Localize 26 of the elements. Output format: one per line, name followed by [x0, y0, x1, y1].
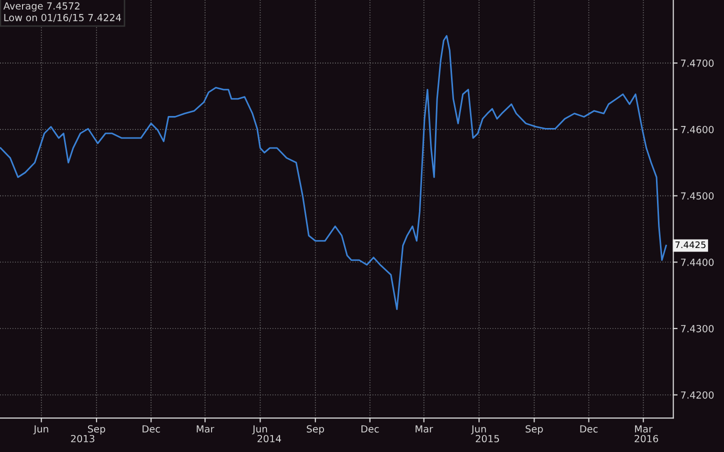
y-tick-label: 7.4200 [681, 391, 714, 399]
x-tick-label: Sep [306, 425, 324, 434]
y-tick-label: 7.4500 [681, 192, 714, 200]
x-tick-label: Mar [196, 425, 214, 433]
x-tick-label: Sep [88, 425, 106, 434]
x2-tick-label: 2015 [476, 434, 499, 442]
y-tick-label: 7.4400 [681, 258, 714, 266]
y-tick-label: 7.4300 [681, 324, 714, 332]
y-tick-label: 7.4600 [681, 126, 714, 134]
x-tick-label: Mar [635, 425, 653, 433]
annotation: Low on 01/16/15 7.4224 [4, 14, 122, 22]
x-tick-label: Jun [33, 425, 48, 434]
x-tick-label: Dec [361, 425, 379, 433]
x2-tick-label: 2013 [71, 434, 94, 442]
x2-tick-label: 2014 [258, 434, 282, 442]
annotation: 7.4425 [675, 241, 706, 248]
x-tick-label: Dec [142, 425, 160, 433]
y-tick-label: 7.4700 [681, 60, 714, 67]
annotation: Average 7.4572 [3, 2, 80, 12]
x-tick-label: Jun [252, 425, 267, 434]
x-tick-label: Jun [470, 425, 486, 434]
x-tick-label: Mar [416, 425, 434, 433]
x-tick-label: Dec [580, 425, 598, 433]
line-series [0, 35, 667, 310]
x2-tick-label: 2016 [634, 434, 658, 442]
x-tick-label: Sep [526, 425, 543, 434]
